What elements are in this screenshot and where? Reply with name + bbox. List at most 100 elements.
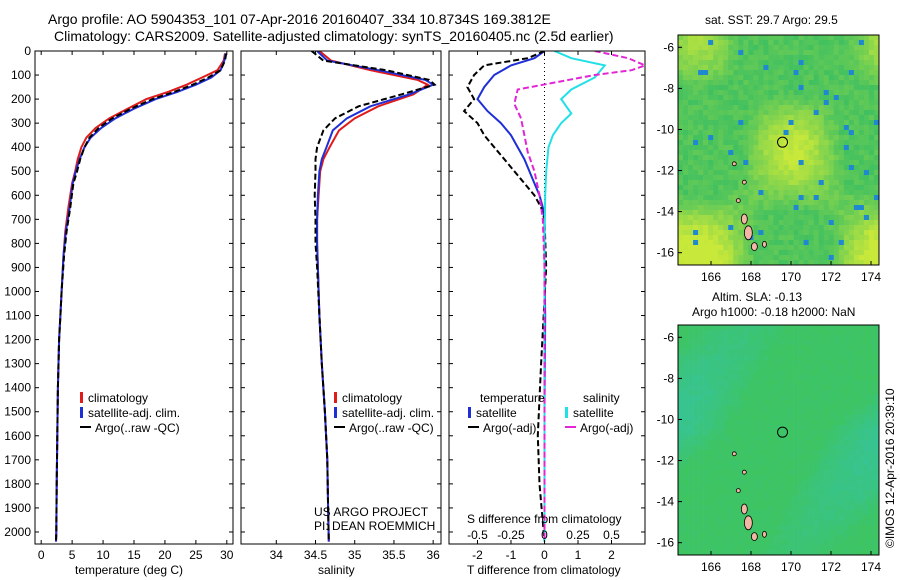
map-pixel: [848, 140, 855, 146]
map-pixel: [678, 375, 684, 381]
map-pixel: [713, 385, 719, 391]
map-pixel: [748, 340, 754, 346]
map-pixel: [693, 220, 699, 226]
map-pixel: [748, 380, 754, 386]
map-pixel: [728, 550, 734, 556]
map-pixel: [753, 470, 759, 476]
map-pixel: [873, 420, 880, 426]
map-pixel: [863, 410, 870, 416]
map-pixel: [813, 545, 819, 551]
map-pixel: [763, 395, 769, 401]
map-pixel: [818, 455, 825, 461]
map-pixel: [863, 505, 870, 511]
map-pixel: [698, 60, 704, 66]
map-pixel: [713, 50, 719, 56]
map-pixel: [798, 245, 804, 251]
map-pixel: [813, 125, 819, 131]
map-pixel: [748, 370, 754, 376]
map-pixel: [803, 150, 809, 156]
map-pixel: [688, 110, 694, 116]
map-pixel: [793, 365, 799, 371]
map-pixel: [818, 205, 825, 211]
map-pixel: [788, 370, 794, 376]
map-pixel: [808, 205, 814, 211]
map-pixel: [798, 505, 804, 511]
difference-series: [462, 51, 645, 542]
map-pixel: [713, 165, 719, 171]
map-pixel: [853, 45, 860, 51]
map-pixel: [758, 450, 764, 456]
map-pixel: [703, 55, 709, 61]
map-pixel: [718, 245, 724, 251]
map-pixel: [718, 330, 724, 336]
map-pixel: [833, 355, 840, 361]
map-pixel: [853, 190, 860, 196]
salinity-panel: 34 34.5 35 35.5 36: [240, 50, 442, 562]
map-pixel: [828, 330, 835, 336]
map-pixel: [788, 95, 794, 101]
map-pixel: [853, 120, 860, 126]
map-pixel: [793, 65, 799, 71]
map-pixel: [688, 480, 694, 486]
map-pixel: [873, 110, 880, 116]
project-name: US ARGO PROJECT: [314, 505, 429, 519]
map-pixel: [723, 35, 729, 41]
map-pixel: [763, 225, 769, 231]
map-pixel: [833, 500, 840, 506]
map-pixel: [873, 425, 880, 431]
map-pixel: [683, 245, 689, 251]
map-pixel: [793, 485, 799, 491]
map-pixel: [853, 255, 860, 261]
map-pixel: [683, 375, 689, 381]
map-pixel: [678, 340, 684, 346]
map-pixel: [803, 520, 809, 526]
map-pixel: [728, 365, 734, 371]
map-pixel: [818, 230, 825, 236]
map-pixel: [853, 345, 860, 351]
map-pixel: [683, 530, 689, 536]
map-pixel: [828, 200, 835, 206]
map-pixel: [843, 435, 850, 441]
map-pixel: [773, 375, 779, 381]
map-pixel: [698, 220, 704, 226]
map-pixel: [833, 115, 840, 121]
map-pixel: [843, 335, 850, 341]
map-pixel: [823, 360, 830, 366]
map-pixel: [703, 215, 709, 221]
map-pixel: [853, 475, 860, 481]
map-pixel: [783, 425, 789, 431]
map-pixel: [733, 230, 739, 236]
map-pixel: [838, 460, 845, 466]
map-pixel: [853, 205, 860, 211]
map-pixel: [833, 445, 840, 451]
imos-credit: ©IMOS 12-Apr-2016 20:39:10: [883, 388, 897, 548]
map-pixel: [778, 500, 784, 506]
map-pixel: [833, 515, 840, 521]
map-pixel: [753, 410, 759, 416]
s-tick-label: 0: [541, 528, 548, 542]
map-pixel: [838, 550, 845, 556]
map-pixel: [873, 155, 880, 161]
map-pixel: [788, 225, 794, 231]
map-pixel: [758, 245, 764, 251]
map-pixel: [833, 95, 840, 101]
map-pixel: [853, 150, 860, 156]
map-pixel: [733, 445, 739, 451]
map-pixel: [753, 150, 759, 156]
map-pixel: [763, 245, 769, 251]
map-pixel: [723, 75, 729, 81]
map-pixel: [698, 465, 704, 471]
map-pixel: [798, 205, 804, 211]
map-pixel: [798, 40, 804, 46]
map-pixel: [788, 345, 794, 351]
map-pixel: [708, 335, 714, 341]
salinity-series: [310, 51, 437, 542]
map-pixel: [828, 125, 835, 131]
map-pixel: [693, 115, 699, 121]
map-pixel: [693, 160, 699, 166]
map-pixel: [808, 215, 814, 221]
map-x-tick-label: 170: [781, 560, 801, 574]
map-pixel: [808, 190, 814, 196]
map-pixel: [788, 490, 794, 496]
map-pixel: [863, 195, 870, 201]
